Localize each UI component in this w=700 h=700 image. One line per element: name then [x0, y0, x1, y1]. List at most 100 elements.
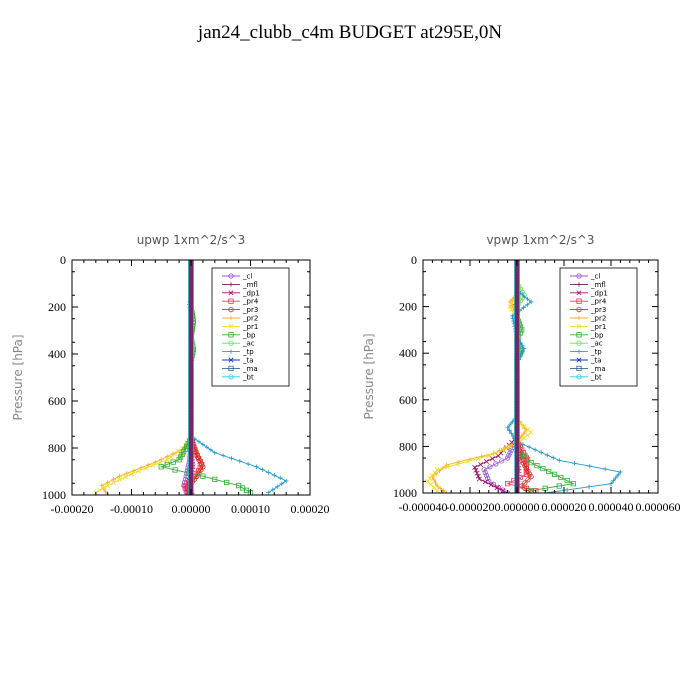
series-point-tp [618, 469, 623, 475]
series-point-tp [521, 346, 527, 351]
series-point-cl [482, 470, 488, 476]
series-point-pr3 [528, 474, 534, 480]
series-point-tp [200, 442, 206, 447]
series-point-dp1 [472, 464, 478, 470]
plot-frame [422, 259, 659, 494]
series-point-tp [275, 484, 280, 489]
series-point-pr1 [157, 460, 163, 466]
series-point-tp [520, 442, 526, 447]
series-point-tp [266, 490, 271, 495]
series-point-tp [509, 431, 514, 436]
series-point-tp [519, 351, 524, 357]
x-tick-label: 0.00000 [172, 502, 211, 516]
series-point-bp [540, 465, 546, 472]
series-point-pr1 [509, 301, 515, 307]
x-tick-label: -0.00010 [110, 502, 153, 516]
series-point-pr3 [522, 463, 528, 469]
series-point-tp [254, 464, 259, 469]
series-point-bp [172, 467, 178, 473]
series-point-cl [481, 467, 487, 473]
series-point-pr2 [105, 480, 110, 485]
series-point-pr1 [475, 456, 481, 461]
legend-marker [576, 349, 582, 354]
legend-marker [576, 374, 582, 380]
chart-title: vpwp 1xm^2/s^3 [486, 233, 594, 247]
series-point-tp [505, 425, 510, 430]
series-point-pr1 [105, 483, 111, 489]
legend-entry: _ac [242, 340, 255, 348]
series-point-tp [245, 461, 251, 467]
series-point-cl [483, 472, 490, 479]
y-tick-label: 200 [399, 300, 417, 314]
series-point-tp [608, 481, 614, 486]
series-point-pr3 [520, 460, 526, 466]
series-point-tp [204, 445, 210, 450]
series-point-bp [521, 454, 527, 460]
y-tick-label: 800 [48, 441, 66, 455]
y-tick-label: 600 [399, 393, 417, 407]
y-axis-label: Pressure [hPa] [11, 334, 25, 420]
series-point-tp [284, 478, 289, 484]
y-tick-label: 0 [60, 253, 66, 267]
legend-marker [228, 374, 234, 380]
series-point-tp [279, 481, 284, 487]
legend-entry: _pr2 [242, 315, 258, 323]
series-point-tp [212, 450, 217, 455]
series-point-tp [260, 467, 265, 472]
legend: _cl_mfl_dp1_pr4_pr3_pr2_pr1_bp_ac_tp_ta_… [559, 267, 638, 387]
series-point-bp [558, 474, 564, 481]
series-line-pr2 [101, 260, 192, 495]
legend-entry: _pr2 [590, 315, 606, 323]
series-point-bp [182, 446, 188, 452]
series-point-pr2 [159, 457, 164, 462]
legend-entry: _cl [242, 273, 252, 281]
y-tick-label: 600 [48, 394, 66, 408]
series-point-pr1 [465, 458, 471, 464]
series-point-tp [525, 302, 530, 307]
series-point-pr1 [521, 424, 527, 430]
series-point-cl [485, 475, 491, 482]
series-point-tp [551, 455, 556, 460]
series-point-pr2 [111, 477, 116, 482]
legend-marker [228, 340, 234, 346]
legend-entry: _tp [242, 348, 254, 356]
series-point-pr1 [117, 477, 123, 483]
series-point-pr2 [444, 490, 449, 493]
y-tick-label: 400 [48, 347, 66, 361]
legend-marker [576, 273, 582, 279]
legend: _cl_mfl_dp1_pr4_pr3_pr2_pr1_bp_ac_tp_ta_… [211, 267, 290, 387]
series-point-bp [570, 481, 577, 487]
zero-profile-band [515, 260, 519, 493]
y-tick-label: 1000 [42, 488, 66, 502]
series-point-pr3 [198, 461, 204, 467]
series-point-pr2 [433, 480, 438, 486]
series-line-cl [483, 260, 518, 493]
legend-marker [576, 357, 582, 363]
series-point-tp [208, 447, 214, 453]
series-point-dp1 [476, 476, 482, 482]
series-point-pr1 [493, 450, 499, 456]
series-point-tp [572, 461, 577, 466]
x-tick-label: -0.00020 [51, 502, 94, 516]
series-point-dp1 [494, 485, 500, 491]
legend-entry: _tp [590, 348, 602, 356]
x-tick-label: -0.000040 [399, 500, 448, 514]
series-point-tp [521, 293, 527, 299]
legend-marker [576, 282, 582, 287]
series-point-pr3 [526, 471, 533, 477]
series-point-tp [564, 487, 570, 493]
series-point-dp1 [500, 488, 506, 493]
legend-marker [576, 306, 582, 313]
chart-title: upwp 1xm^2/s^3 [137, 233, 246, 247]
legend-entry: _pr3 [590, 306, 606, 314]
x-tick-label: 0.00020 [291, 502, 330, 516]
legend-marker [576, 340, 582, 346]
series-point-tp [196, 439, 202, 444]
series-point-pr2 [519, 433, 524, 439]
x-tick-label: -0.000020 [446, 500, 495, 514]
series-point-tp [220, 453, 226, 458]
series-point-pr1 [521, 435, 527, 441]
series-point-pr1 [509, 307, 515, 312]
series-point-bp [564, 477, 570, 484]
series-point-pr2 [124, 471, 129, 476]
